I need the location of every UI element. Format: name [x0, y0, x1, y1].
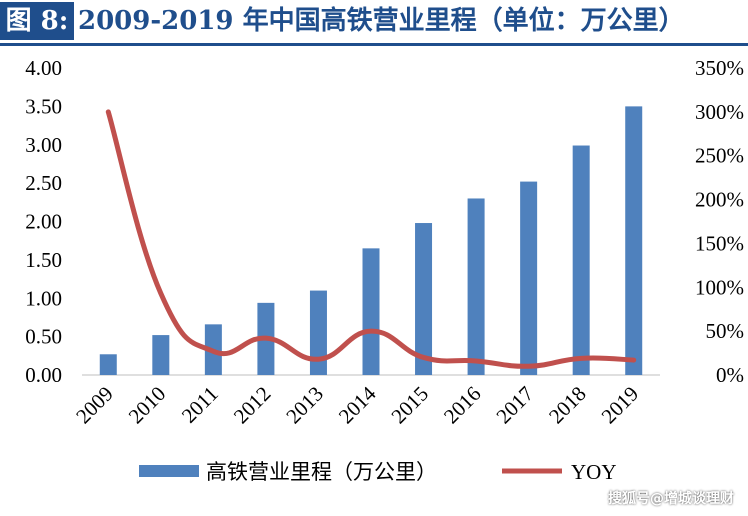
bar-2016	[467, 198, 485, 375]
right-axis-tick-label: 50%	[706, 319, 745, 343]
right-axis-tick-label: 150%	[695, 231, 744, 255]
right-axis-tick-label: 250%	[695, 144, 744, 168]
bar-2019	[625, 106, 643, 375]
left-axis-tick-label: 1.50	[25, 248, 62, 272]
right-axis-tick-label: 200%	[695, 188, 744, 212]
left-axis-tick-label: 3.50	[25, 94, 62, 118]
right-axis-tick-label: 0%	[716, 363, 744, 387]
left-axis-tick-label: 0.00	[25, 363, 62, 387]
legend-swatch-bars	[139, 465, 199, 477]
right-axis-tick-label: 300%	[695, 100, 744, 124]
x-axis-tick-label: 2009	[71, 382, 118, 429]
source-watermark: 搜狐号@增城谈理财	[608, 491, 734, 507]
legend-label-yoy: YOY	[571, 460, 617, 484]
bar-2015	[415, 223, 433, 375]
bar-2017	[520, 181, 538, 375]
yoy-line	[105, 109, 637, 369]
x-axis-tick-label: 2016	[439, 382, 486, 429]
left-axis-tick-label: 2.00	[25, 210, 62, 234]
left-axis-tick-label: 0.50	[25, 325, 62, 349]
figure-label: 图 8:	[0, 2, 74, 40]
right-axis-tick-label: 100%	[695, 275, 744, 299]
x-axis-tick-label: 2011	[177, 382, 223, 428]
x-axis-tick-label: 2015	[386, 382, 433, 429]
bar-2009	[99, 354, 117, 375]
x-axis-tick-label: 2019	[597, 382, 644, 429]
bar-2018	[572, 145, 590, 375]
bar-2013	[309, 290, 327, 375]
left-axis-tick-label: 3.00	[25, 133, 62, 157]
right-axis-tick-label: 350%	[695, 56, 744, 80]
legend-label-bars: 高铁营业里程（万公里）	[206, 460, 437, 484]
x-axis-tick-label: 2013	[281, 382, 328, 429]
bar-2010	[152, 335, 170, 375]
x-axis-tick-label: 2018	[544, 382, 591, 429]
figure-header: 图 8: 2009-2019 年中国高铁营业里程（单位：万公里）	[0, 0, 748, 46]
left-axis-tick-label: 4.00	[25, 56, 62, 80]
x-axis-tick-label: 2014	[334, 381, 381, 428]
bar-2014	[362, 248, 380, 375]
x-axis-tick-label: 2010	[124, 382, 171, 429]
x-axis-tick-label: 2017	[492, 382, 539, 429]
x-axis-tick-label: 2012	[229, 382, 276, 429]
header-rule	[0, 43, 748, 46]
figure-title: 2009-2019 年中国高铁营业里程（单位：万公里）	[78, 6, 685, 36]
left-axis-tick-label: 1.00	[25, 286, 62, 310]
left-axis-tick-label: 2.50	[25, 171, 62, 195]
